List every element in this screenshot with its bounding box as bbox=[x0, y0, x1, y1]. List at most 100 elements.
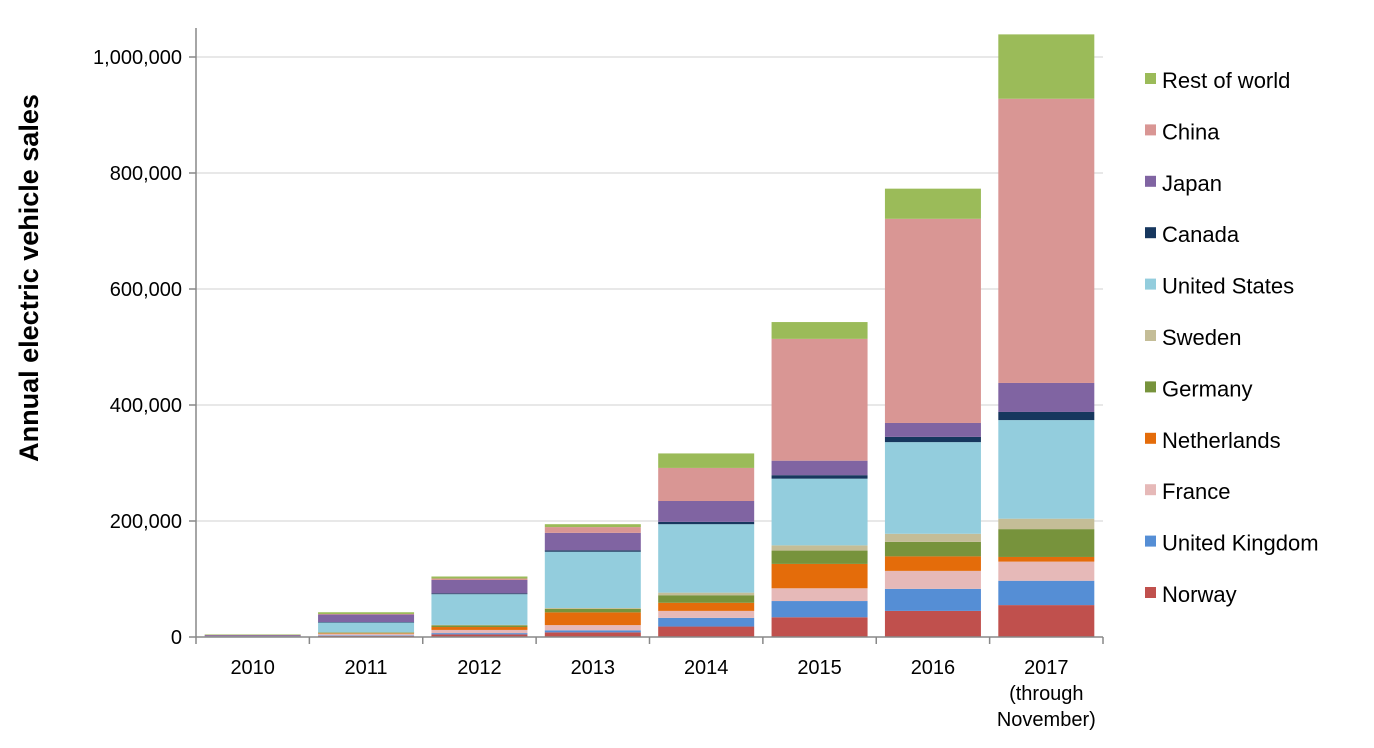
legend-label: Norway bbox=[1162, 582, 1237, 607]
legend-item-china: China bbox=[1145, 119, 1220, 144]
bar-segment-united-states: United States: 118000 bbox=[658, 524, 755, 593]
x-tick-label: 2011 bbox=[345, 657, 388, 679]
bar-segment-germany: Germany: 13000 bbox=[658, 595, 755, 603]
legend-label: Japan bbox=[1162, 171, 1222, 196]
bar-segment-united-kingdom: United Kingdom: 28000 bbox=[771, 601, 868, 618]
bar-segment-germany: Germany: 2700 bbox=[431, 625, 528, 628]
bar-segment-china: China: 10000 bbox=[544, 527, 641, 533]
bar-segment-united-states: United States: 53000 bbox=[431, 594, 528, 625]
bar-segment-japan: Japan: 24000 bbox=[884, 422, 981, 437]
bar-segment-rest-of-world: Rest of world: 29000 bbox=[771, 322, 868, 339]
legend-swatch bbox=[1145, 432, 1156, 444]
bar-segment-china: China: 2500 bbox=[431, 578, 528, 580]
bar-segment-netherlands: Netherlands: 14000 bbox=[658, 602, 755, 611]
bar-segment-sweden: Sweden: 18000 bbox=[998, 518, 1095, 530]
x-tick-label: 2013 bbox=[571, 657, 616, 679]
y-tick-label: 0 bbox=[171, 627, 182, 649]
bar-segment-netherlands: Netherlands: 22000 bbox=[544, 612, 641, 626]
bar-segment-united-states: United States: 17000 bbox=[318, 622, 415, 633]
legend-label: Netherlands bbox=[1162, 428, 1281, 453]
bar-segment-netherlands: Netherlands: 8000 bbox=[998, 556, 1095, 562]
bar-segment-sweden: Sweden: 900 bbox=[431, 624, 528, 626]
legend-item-norway: Norway bbox=[1145, 582, 1237, 607]
bar-segment-china: China: 500 bbox=[204, 634, 301, 636]
bar-segment-netherlands: Netherlands: 42000 bbox=[771, 563, 868, 589]
bar-segment-united-kingdom: United Kingdom: 42000 bbox=[998, 580, 1095, 606]
bar-segment-france: France: 22000 bbox=[771, 588, 868, 602]
y-tick-labels: 0 200,000 400,000 600,000 800,000 1,000,000 bbox=[93, 47, 196, 649]
y-axis-label: Annual electric vehicle sales bbox=[14, 94, 44, 462]
bar-segment-japan: Japan: 30000 bbox=[544, 532, 641, 551]
x-tick-label: 2015 bbox=[797, 657, 842, 679]
bar-segment-sweden: Sweden: 4500 bbox=[658, 592, 755, 596]
bar-segment-united-kingdom: United Kingdom: 38000 bbox=[884, 588, 981, 611]
legend-swatch bbox=[1145, 278, 1156, 290]
bar-segment-rest-of-world: Rest of world: 500 bbox=[204, 634, 301, 635]
legend-label: Germany bbox=[1162, 376, 1252, 401]
bar-segment-germany: Germany: 1500 bbox=[318, 632, 415, 634]
bar-segment-united-states: United States: 97000 bbox=[544, 551, 641, 608]
legend-label: Rest of world bbox=[1162, 68, 1290, 93]
legend: Rest of world China Japan Canada United Stat… bbox=[1145, 68, 1319, 607]
bar-segment-norway: Norway: 4500 bbox=[431, 634, 528, 637]
bar-segment-france: France: 5500 bbox=[431, 629, 528, 634]
bar-segment-germany: Germany: 48000 bbox=[998, 529, 1095, 557]
legend-item-japan: Japan bbox=[1145, 171, 1222, 196]
y-tick-label: 800,000 bbox=[110, 163, 182, 185]
y-tick-label: 600,000 bbox=[110, 279, 182, 301]
x-tick-label: 2016 bbox=[911, 657, 956, 679]
bar-segment-china: China: 352000 bbox=[884, 218, 981, 423]
bar-segment-united-kingdom: United Kingdom: 3500 bbox=[544, 630, 641, 633]
y-tick-label: 1,000,000 bbox=[93, 47, 182, 69]
bar-segment-canada: Canada: 4000 bbox=[658, 521, 755, 525]
legend-swatch bbox=[1145, 587, 1156, 598]
legend-item-france: France bbox=[1145, 479, 1230, 504]
bar-segment-japan: Japan: 36000 bbox=[658, 500, 755, 522]
bar-segment-sweden: Sweden: 200 bbox=[318, 632, 415, 633]
y-tick-label: 200,000 bbox=[110, 511, 182, 533]
legend-swatch bbox=[1145, 484, 1156, 496]
bar-segment-norway: Norway: 55000 bbox=[998, 605, 1095, 637]
bar-segment-rest-of-world: Rest of world: 3500 bbox=[431, 576, 528, 579]
bar-segment-china: China: 490000 bbox=[998, 98, 1095, 383]
bar-segment-france: France: 31000 bbox=[884, 570, 981, 589]
bar-segment-germany: Germany: 6000 bbox=[544, 608, 641, 613]
bar-segment-united-kingdom: United Kingdom: 1000 bbox=[318, 635, 415, 636]
legend-item-canada: Canada bbox=[1145, 222, 1240, 247]
bar-segment-united-kingdom: United Kingdom: 2200 bbox=[431, 633, 528, 635]
bar-segment-norway: Norway: 45000 bbox=[884, 610, 981, 637]
bar-segment-rest-of-world: Rest of world: 3000 bbox=[318, 612, 415, 614]
bar-segment-united-kingdom: United Kingdom: 15000 bbox=[658, 617, 755, 627]
x-tick-label: 2010 bbox=[230, 657, 275, 679]
legend-label: China bbox=[1162, 119, 1220, 144]
bar-segment-france: France: 12000 bbox=[658, 610, 755, 618]
bar-segment-france: France: 9000 bbox=[544, 625, 641, 631]
bar-segment-sweden: Sweden: 9000 bbox=[771, 545, 868, 551]
legend-swatch bbox=[1145, 330, 1156, 341]
bar-segment-japan: Japan: 25000 bbox=[771, 460, 868, 476]
bar-segment-rest-of-world: Rest of world: 5000 bbox=[544, 524, 641, 528]
x-tick-label: November) bbox=[997, 709, 1096, 731]
legend-swatch bbox=[1145, 175, 1156, 187]
legend-item-united-states: United States bbox=[1145, 274, 1294, 299]
bar-segment-norway: Norway: 18000 bbox=[658, 626, 755, 637]
bar-segment-canada: Canada: 2500 bbox=[544, 550, 641, 552]
legend-label: United States bbox=[1162, 274, 1294, 299]
legend-item-netherlands: Netherlands bbox=[1145, 428, 1281, 453]
legend-label: United Kingdom bbox=[1162, 531, 1319, 556]
bars: Norway: 400United Kingdom: 200France: 20… bbox=[204, 34, 1095, 638]
bar-segment-united-states: United States: 115000 bbox=[771, 478, 868, 546]
legend-label: Canada bbox=[1162, 222, 1240, 247]
legend-swatch bbox=[1145, 124, 1156, 136]
bar-segment-france: France: 2500 bbox=[318, 633, 415, 636]
bar-segment-japan: Japan: 13000 bbox=[318, 614, 415, 623]
bar-segment-netherlands: Netherlands: 1000 bbox=[318, 633, 415, 634]
bar-segment-norway: Norway: 8000 bbox=[544, 632, 641, 637]
bar-segment-japan: Japan: 50000 bbox=[998, 382, 1095, 412]
legend-swatch bbox=[1145, 535, 1156, 547]
bar-segment-canada: Canada: 6000 bbox=[771, 475, 868, 479]
bar-segment-united-states: United States: 158000 bbox=[884, 442, 981, 534]
bar-segment-rest-of-world: Rest of world: 52000 bbox=[884, 188, 981, 219]
bar-segment-norway: Norway: 34000 bbox=[771, 617, 868, 637]
